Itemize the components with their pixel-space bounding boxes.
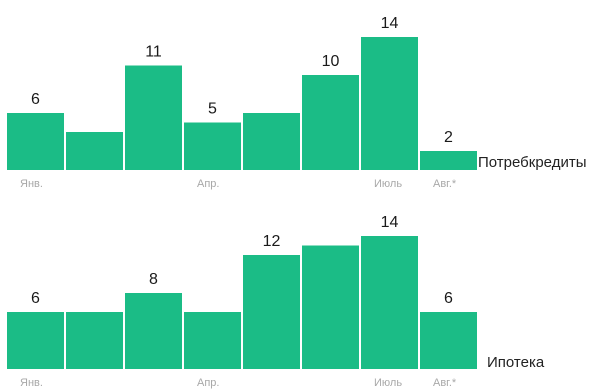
data-label-ipoteka-6: 14 [381, 214, 399, 231]
data-label-potrebkredity-3: 5 [208, 101, 217, 118]
bar-ipoteka-1 [66, 312, 123, 369]
tick-label-potrebkredity-0: Янв. [20, 178, 43, 190]
panel-potrebkredity: 6 Янв. 11 5 Апр. 10 14 Июль 2 Авг.* Потребкредиты [7, 15, 586, 190]
series-name-ipoteka: Ипотека [487, 354, 545, 371]
bar-potrebkredity-3 [184, 122, 241, 170]
bar-potrebkredity-0 [7, 113, 64, 170]
bar-potrebkredity-4 [243, 113, 300, 170]
tick-label-potrebkredity-3: Апр. [197, 178, 219, 190]
bar-potrebkredity-7 [420, 151, 477, 170]
bar-potrebkredity-5 [302, 75, 359, 170]
tick-label-ipoteka-6: Июль [374, 377, 402, 389]
data-label-potrebkredity-0: 6 [31, 91, 40, 108]
data-label-ipoteka-7: 6 [444, 290, 453, 307]
bar-ipoteka-7 [420, 312, 477, 369]
bar-potrebkredity-6 [361, 37, 418, 170]
tick-label-potrebkredity-7: Авг.* [433, 178, 457, 190]
panel-ipoteka: 6 Янв. 8 Апр. 12 14 Июль 6 Авг.* Ипотека [7, 214, 545, 389]
data-label-potrebkredity-5: 10 [322, 53, 340, 70]
tick-label-potrebkredity-6: Июль [374, 178, 402, 190]
data-label-potrebkredity-7: 2 [444, 129, 453, 146]
bar-ipoteka-6 [361, 236, 418, 369]
series-name-potrebkredity: Потребкредиты [478, 154, 586, 171]
tick-label-ipoteka-3: Апр. [197, 377, 219, 389]
bar-potrebkredity-2 [125, 65, 182, 170]
data-label-potrebkredity-2: 11 [145, 44, 162, 61]
bar-ipoteka-4 [243, 255, 300, 369]
bar-ipoteka-2 [125, 293, 182, 369]
bar-potrebkredity-1 [66, 132, 123, 170]
bar-ipoteka-0 [7, 312, 64, 369]
data-label-ipoteka-4: 12 [263, 233, 281, 250]
bar-ipoteka-5 [302, 245, 359, 369]
data-label-potrebkredity-6: 14 [381, 15, 399, 32]
bar-ipoteka-3 [184, 312, 241, 369]
data-label-ipoteka-2: 8 [149, 271, 158, 288]
data-label-ipoteka-0: 6 [31, 290, 40, 307]
tick-label-ipoteka-7: Авг.* [433, 377, 457, 389]
tick-label-ipoteka-0: Янв. [20, 377, 43, 389]
